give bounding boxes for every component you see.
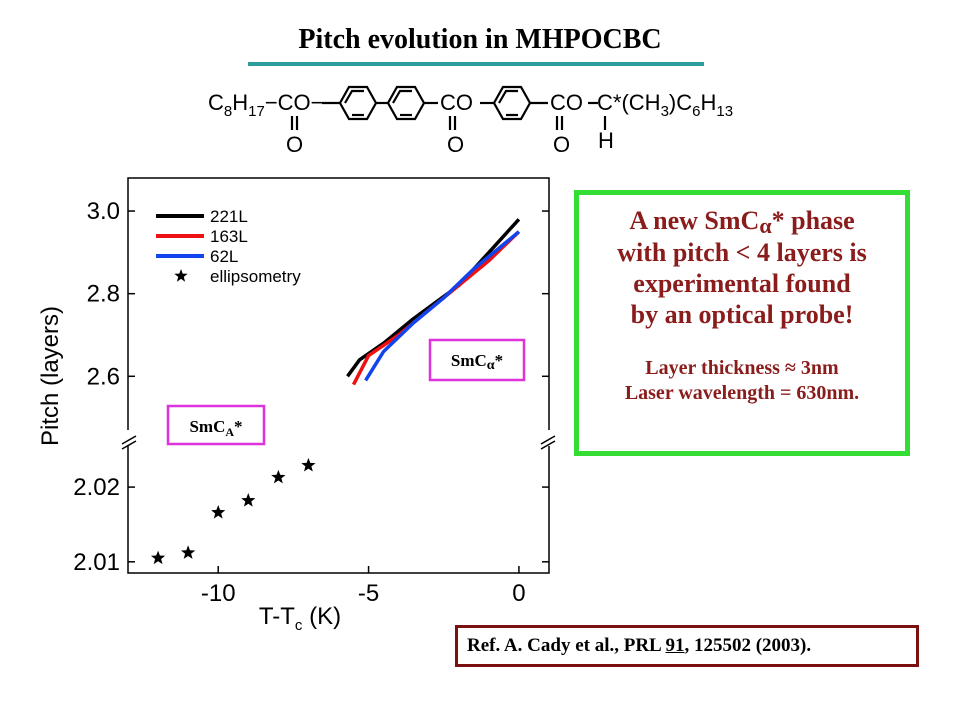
benzene-ring-3 bbox=[492, 85, 532, 121]
y-tick-label: 2.01 bbox=[73, 549, 120, 576]
reference-box: Ref. A. Cady et al., PRL 91, 125502 (200… bbox=[455, 625, 919, 667]
ellipsometry-star-point bbox=[211, 505, 226, 519]
series-line-221L bbox=[346, 218, 521, 378]
carbonyl-oxygen-3: O bbox=[553, 132, 570, 157]
carbonyl-oxygen-2: O bbox=[447, 132, 464, 157]
info-line-2: with pitch < 4 layers is bbox=[617, 238, 867, 267]
x-tick-label: 0 bbox=[512, 580, 525, 607]
carbonyl-group-1: CO bbox=[440, 90, 473, 115]
legend-label-163L: 163L bbox=[210, 227, 248, 246]
ellipsometry-star-point bbox=[181, 545, 196, 559]
reference-volume: 91 bbox=[665, 635, 685, 656]
y-axis-label: Pitch (layers) bbox=[37, 306, 64, 446]
molecule-structure: C8H17−CO− CO CO C*(CH3)C6H13 O O O H bbox=[208, 85, 733, 157]
info-line-4: by an optical probe! bbox=[630, 300, 854, 329]
ellipsometry-star-point bbox=[301, 457, 316, 472]
reference-prefix: Ref. A. Cady et al., PRL bbox=[467, 635, 666, 656]
y-tick-label: 3.0 bbox=[87, 198, 120, 225]
info-line-6: Laser wavelength = 630nm. bbox=[624, 382, 860, 404]
info-line-5: Layer thickness ≈ 3nm bbox=[645, 357, 839, 379]
x-tick-label: -5 bbox=[358, 580, 379, 607]
axis-break-mark-left bbox=[121, 435, 137, 445]
ellipsometry-star-point bbox=[271, 469, 286, 484]
reference-suffix: , 125502 (2003). bbox=[684, 635, 812, 656]
series-line-62L bbox=[364, 230, 521, 382]
legend-marker-ellipsometry bbox=[174, 269, 188, 282]
x-tick-label: -10 bbox=[201, 580, 236, 607]
info-main-text: A new SmCα* phase with pitch < 4 layers … bbox=[579, 205, 905, 330]
title-underline bbox=[248, 62, 704, 66]
info-box: A new SmCα* phase with pitch < 4 layers … bbox=[574, 190, 910, 456]
legend-label-221L: 221L bbox=[210, 207, 248, 226]
axis-break-mark-right bbox=[540, 435, 556, 445]
axis-break-mark-left bbox=[121, 440, 137, 450]
ring-double-bond bbox=[392, 89, 412, 104]
benzene-ring-2 bbox=[386, 85, 426, 121]
y-tick-label: 2.02 bbox=[73, 474, 120, 501]
legend-label-ellipsometry: ellipsometry bbox=[210, 267, 301, 286]
slide-title: Pitch evolution in MHPOCBC bbox=[298, 24, 662, 55]
ring-double-bond bbox=[498, 89, 518, 104]
benzene-ring-1 bbox=[338, 85, 378, 121]
ellipsometry-star-point bbox=[150, 550, 166, 565]
phase-label-smca: SmCA* bbox=[189, 417, 242, 439]
y-tick-label: 2.8 bbox=[87, 281, 120, 308]
y-tick-label: 2.6 bbox=[87, 363, 120, 390]
info-sub-text: Layer thickness ≈ 3nm Laser wavelength =… bbox=[579, 356, 905, 406]
carbonyl-oxygen-1: O bbox=[286, 132, 303, 157]
chiral-hydrogen: H bbox=[598, 128, 614, 153]
phase-box-smca bbox=[166, 404, 266, 446]
right-chain-formula: C*(CH3)C6H13 bbox=[597, 90, 733, 120]
info-line-3: experimental found bbox=[633, 269, 851, 298]
alpha-symbol: α bbox=[759, 213, 772, 238]
ring-double-bond bbox=[344, 89, 364, 104]
left-chain-formula: C8H17−CO− bbox=[208, 90, 324, 120]
phase-box-smcalpha bbox=[428, 338, 526, 382]
carbonyl-group-2: CO bbox=[550, 90, 583, 115]
x-axis-label: T-Tc (K) bbox=[259, 603, 341, 630]
axis-break-mark-right bbox=[540, 440, 556, 450]
plot-frame bbox=[127, 177, 550, 574]
pitch-chart: -10 -5 0 3.0 2.8 2.6 2.02 2.01 221L163L62Lelli… bbox=[37, 177, 558, 630]
ellipsometry-star-point bbox=[241, 493, 256, 507]
axis-break-gap bbox=[118, 430, 558, 446]
info-line-1: A new SmCα* phase bbox=[629, 206, 855, 238]
phase-label-smcalpha: SmCα* bbox=[451, 351, 503, 373]
legend-label-62L: 62L bbox=[210, 247, 238, 266]
